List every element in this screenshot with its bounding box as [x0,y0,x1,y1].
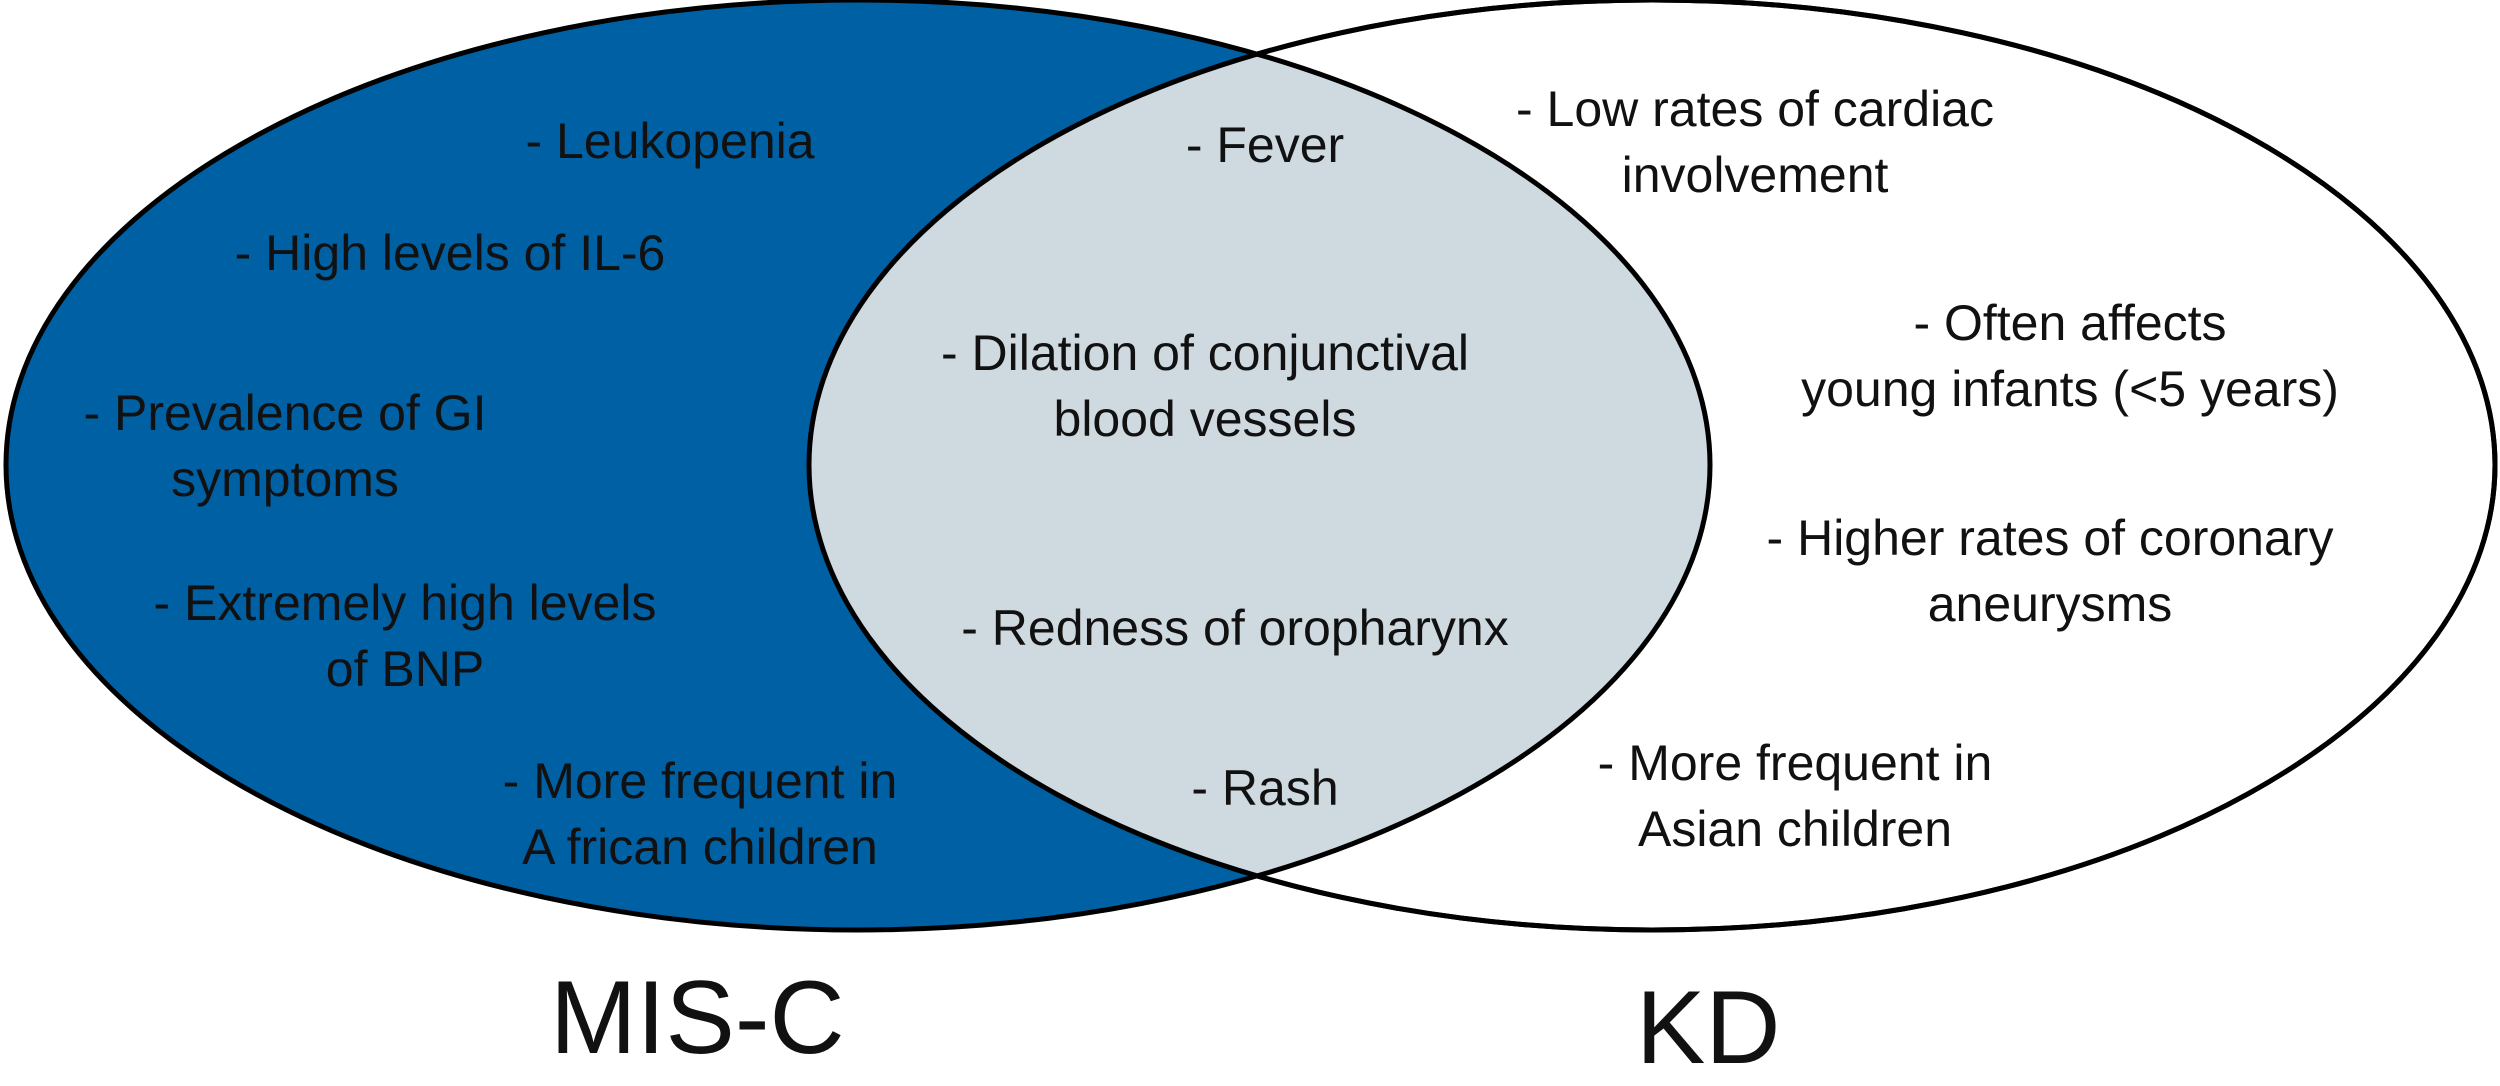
mis-c-item-gi-symptoms: - Prevalence of GI symptoms [83,385,487,507]
kd-item-coronary-aneurysms: - Higher rates of coronary aneurysms [1766,510,2334,632]
shared-item-conjunctival-dilation: - Dilation of conjunctival blood vessels [940,325,1470,447]
kd-item-young-infants: - Often affects young infants (<5 years) [1801,295,2339,417]
mis-c-item-leukopenia: - Leukopenia [525,113,815,169]
mis-c-outline [3,0,1713,933]
shared-item-oropharynx-redness: - Redness of oropharynx [961,600,1509,656]
mis-c-item-il6: - High levels of IL-6 [234,225,666,281]
kd-label: KD [1636,970,1781,1086]
mis-c-item-african-children: - More frequent in A frican children [502,753,898,875]
kd-item-asian-children: - More frequent in Asian children [1597,735,1993,857]
overlap-region [809,0,1710,930]
kd-item-cardiac-involvement: - Low rates of cardiac involvement [1516,81,1994,203]
kd-outline [806,0,2498,933]
shared-item-rash: - Rash [1191,760,1339,816]
mis-c-item-bnp: - Extremely high levels of BNP [153,575,657,697]
mis-c-label: MIS-C [550,960,845,1076]
shared-item-fever: - Fever [1185,117,1345,173]
